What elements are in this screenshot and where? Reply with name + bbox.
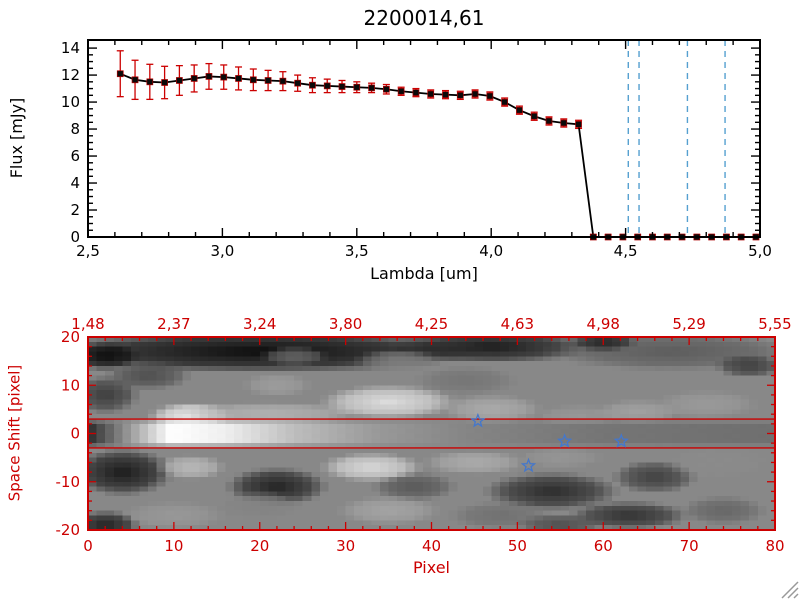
- svg-text:10: 10: [61, 376, 80, 394]
- svg-text:1,48: 1,48: [71, 315, 104, 333]
- svg-text:50: 50: [508, 537, 527, 555]
- svg-text:5,0: 5,0: [748, 242, 772, 260]
- svg-text:0: 0: [83, 537, 93, 555]
- svg-text:4: 4: [70, 174, 80, 192]
- svg-text:14: 14: [61, 39, 80, 57]
- svg-text:10: 10: [61, 93, 80, 111]
- svg-text:-10: -10: [56, 473, 81, 491]
- data-markers: [116, 70, 760, 241]
- wavelength-axis-labels: 1,48 2,37 3,24 3,80 4,25 4,63 4,98 5,29 5,55: [71, 315, 791, 333]
- svg-text:3,5: 3,5: [345, 242, 369, 260]
- svg-text:30: 30: [336, 537, 355, 555]
- svg-text:80: 80: [765, 537, 784, 555]
- svg-text:3,24: 3,24: [243, 315, 276, 333]
- svg-text:8: 8: [70, 120, 80, 138]
- spectrum-tick-labels: 2,5 3,0 3,5 4,0 4,5 5,0 0 2 4 6 8 10 12 14: [61, 39, 772, 260]
- svg-text:2: 2: [70, 201, 80, 219]
- spectrum-x-axis-label: Lambda [um]: [370, 264, 478, 283]
- svg-text:4,0: 4,0: [479, 242, 503, 260]
- spectrum-plot: 2,5 3,0 3,5 4,0 4,5 5,0 0 2 4 6 8 10 12 14: [61, 39, 772, 260]
- spectrum-title: 2200014,61: [363, 6, 485, 30]
- image-y-axis-label: Space Shift [pixel]: [5, 364, 24, 502]
- svg-text:-20: -20: [56, 521, 81, 539]
- svg-text:2,37: 2,37: [157, 315, 190, 333]
- svg-text:4,98: 4,98: [587, 315, 620, 333]
- error-bars: [116, 50, 760, 238]
- svg-text:0: 0: [70, 425, 80, 443]
- svg-text:60: 60: [594, 537, 613, 555]
- svg-text:20: 20: [61, 328, 80, 346]
- wavelength-marker-lines: [627, 40, 726, 237]
- svg-text:20: 20: [250, 537, 269, 555]
- resize-grip-icon[interactable]: [781, 581, 799, 599]
- spectrum-y-axis-label: Flux [mJy]: [7, 97, 26, 179]
- svg-text:3,0: 3,0: [210, 242, 234, 260]
- svg-text:4,63: 4,63: [501, 315, 534, 333]
- svg-text:5,55: 5,55: [758, 315, 791, 333]
- image-x-axis-label: Pixel: [412, 558, 450, 577]
- spectrum-ticks: [87, 40, 761, 238]
- svg-text:6: 6: [70, 147, 80, 165]
- svg-text:3,80: 3,80: [329, 315, 362, 333]
- svg-text:0: 0: [70, 228, 80, 246]
- svg-text:2,5: 2,5: [76, 242, 100, 260]
- svg-text:70: 70: [680, 537, 699, 555]
- spectrum-axes-box: [87, 39, 761, 238]
- svg-text:5,29: 5,29: [672, 315, 705, 333]
- spectrum-line: [119, 72, 756, 238]
- svg-text:4,5: 4,5: [614, 242, 638, 260]
- svg-text:12: 12: [61, 66, 80, 84]
- svg-text:10: 10: [164, 537, 183, 555]
- spatial-image-canvas: [88, 337, 775, 530]
- svg-text:4,25: 4,25: [415, 315, 448, 333]
- svg-text:40: 40: [422, 537, 441, 555]
